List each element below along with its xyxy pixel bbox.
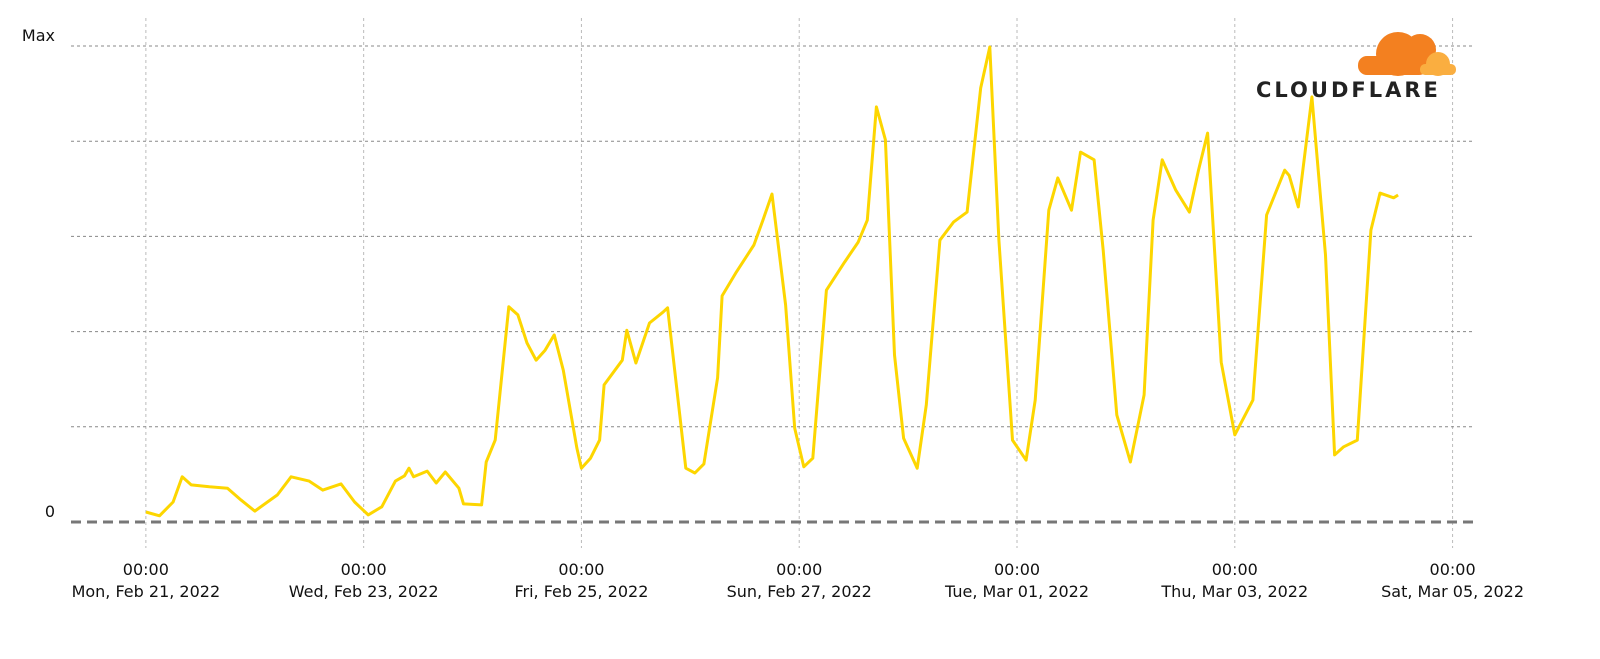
- series-line: [145, 45, 1399, 518]
- tick-label-line: 00:00: [994, 560, 1040, 579]
- logo: CLOUDFLARE: [1256, 32, 1456, 102]
- tick-label-line: 00:00: [123, 560, 169, 579]
- x-tick-label: 00:00 Sat, Mar 05, 2022: [1381, 560, 1524, 601]
- x-tick-label: 00:00 Sun, Feb 27, 2022: [727, 560, 872, 601]
- tick-label-line: Mon, Feb 21, 2022: [72, 582, 221, 601]
- x-tick-label: 00:00 Tue, Mar 01, 2022: [944, 560, 1089, 601]
- y-tick-label: 0: [45, 502, 55, 521]
- x-tick-label: 00:00 Mon, Feb 21, 2022: [72, 560, 221, 601]
- tick-label-line: 00:00: [1430, 560, 1476, 579]
- x-tick-label: 00:00 Fri, Feb 25, 2022: [514, 560, 648, 601]
- logo-text: CLOUDFLARE: [1256, 78, 1441, 102]
- logo-cloud: [1420, 64, 1456, 75]
- x-tick-label: 00:00 Thu, Mar 03, 2022: [1160, 560, 1308, 601]
- tick-label-line: Sat, Mar 05, 2022: [1381, 582, 1524, 601]
- y-tick-label: Max: [22, 26, 55, 45]
- tick-label-line: Sun, Feb 27, 2022: [727, 582, 872, 601]
- tick-label-line: 00:00: [341, 560, 387, 579]
- tick-label-line: Thu, Mar 03, 2022: [1160, 582, 1308, 601]
- tick-label-line: 00:00: [1212, 560, 1258, 579]
- logo-cloud: [1358, 56, 1428, 75]
- tick-label-line: 00:00: [776, 560, 822, 579]
- x-tick-label: 00:00 Wed, Feb 23, 2022: [289, 560, 439, 601]
- tick-label-line: Wed, Feb 23, 2022: [289, 582, 439, 601]
- tick-label-line: 00:00: [558, 560, 604, 579]
- tick-label-line: Fri, Feb 25, 2022: [514, 582, 648, 601]
- tick-label-line: Tue, Mar 01, 2022: [944, 582, 1089, 601]
